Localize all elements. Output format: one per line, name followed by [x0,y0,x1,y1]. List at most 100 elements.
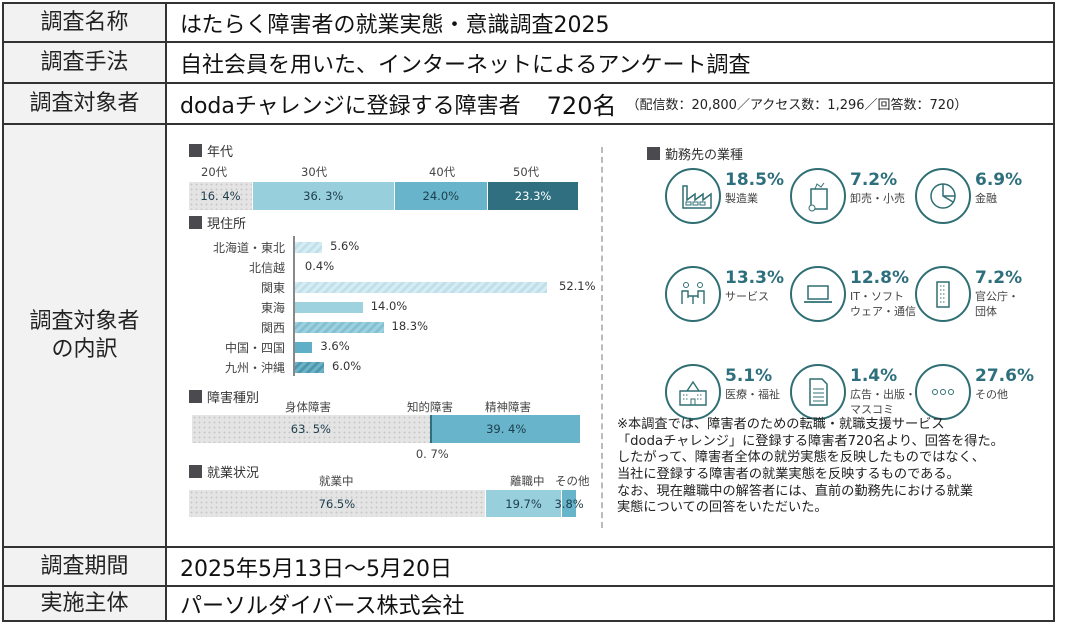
shopping-bag-icon [790,168,846,224]
residence-title: 現住所 [207,217,247,232]
label-breakdown-line2: の内訳 [51,336,118,362]
industry-name-line1: 官公庁・ [975,290,1019,303]
disability-category-label: 精神障害 [485,400,531,414]
industry-name-line2: ウェア・通信 [850,304,916,318]
disability-bar-segment: 63. 5% [192,415,430,443]
survey-overview-table: 調査名称 はたらく障害者の就業実態・意識調査2025 調査手法 自社会員を用いた… [2,2,1055,622]
employment-category-label: 離職中 [510,474,545,488]
note-line: 実態についての回答をいただいた。 [617,500,828,516]
section-marker-icon [189,465,202,478]
industry-name: 製造業 [725,192,758,207]
age-title: 年代 [207,145,234,160]
hospital-icon [665,364,721,420]
note-line: ※本調査では、障害者のための転職・就職支援サービス [617,417,945,432]
row-survey-method: 調査手法 自社会員を用いた、インターネットによるアンケート調査 [4,43,1053,84]
value-survey-method: 自社会員を用いた、インターネットによるアンケート調査 [180,52,751,78]
industry-name-line1: 金融 [975,192,997,205]
residence-category-label: 中国・四国 [224,341,285,355]
employment-value-label: 76.5% [318,496,356,511]
industry-percent: 12.8% [850,268,909,288]
age-value-label: 16. 4% [200,189,241,203]
disability-value-label: 39. 4% [486,422,527,436]
industry-section-title: 勤務先の業種 [647,144,743,163]
row-survey-target: 調査対象者 dodaチャレンジに登録する障害者 720名 （配信数：20,800… [4,84,1053,125]
industry-name-line1: 卸売・小売 [850,192,905,205]
industry-name: IT・ソフト ウェア・通信 [850,290,916,320]
label-breakdown-line1: 調査対象者 [29,309,140,334]
label-survey-name: 調査名称 [4,4,167,41]
residence-category-label: 関東 [260,281,285,295]
label-organizer: 実施主体 [4,587,167,620]
target-count: 720名 [546,92,617,120]
age-category-label: 50代 [513,165,540,179]
industry-percent: 6.9% [975,170,1023,190]
industry-item: 6.9% 金融 [915,168,1075,232]
section-marker-icon [647,147,660,160]
value-survey-period: 2025年5月13日～5月20日 [180,556,452,582]
industry-item: 12.8% IT・ソフト ウェア・通信 [790,266,950,330]
label-survey-target: 調査対象者 [4,84,167,123]
industry-percent: 1.4% [850,366,898,386]
industry-name-line2: 団体 [975,304,997,318]
industry-percent: 7.2% [850,170,898,190]
industry-percent: 13.3% [725,268,784,288]
row-organizer: 実施主体 パーソルダイバース株式会社 [4,587,1053,620]
disability-category-label: 身体障害 [285,400,331,414]
industry-name: 官公庁・ 団体 [975,290,1019,320]
industry-percent: 7.2% [975,268,1023,288]
section-divider [601,147,603,528]
industry-name: 医療・福祉 [725,388,780,403]
breakdown-content: 年代 20代 30代 40代 50代 16. 4% 36. 3% 24.0% 23.3% 現… [167,125,1053,546]
building-icon [915,266,971,322]
residence-bar [295,282,547,293]
age-category-label: 20代 [201,165,228,179]
employment-title: 就業状況 [207,466,260,481]
industry-name: 卸売・小売 [850,192,905,207]
residence-category-label: 東海 [260,301,285,315]
residence-value-label: 0.4% [304,259,335,273]
industry-item: 7.2% 官公庁・ 団体 [915,266,1075,330]
disability-section-title: 障害種別 [189,387,259,406]
residence-category-label: 九州・沖縄 [224,361,285,375]
disability-title: 障害種別 [207,391,260,406]
industry-percent: 27.6% [975,366,1034,386]
residence-category-label: 関西 [260,321,285,335]
residence-value-label: 5.6% [330,239,360,253]
target-description: dodaチャレンジに登録する障害者 [180,93,521,119]
residence-bar [295,242,323,253]
note-line: 当社に登録する障害者の就業実態を反映するものである。 [617,466,960,482]
note-line: したがって、障害者全体の就労実態を反映したものではなく、 [617,450,985,466]
industry-name-line1: 製造業 [725,192,758,205]
employment-value-label: 19.7% [505,496,542,511]
residence-value-label: 6.0% [332,359,362,373]
industry-name-line1: サービス [725,290,769,303]
industry-name-line1: 広告・出版・ [850,388,916,401]
document-icon [790,364,846,420]
age-category-label: 30代 [301,165,328,179]
row-breakdown: 調査対象者 の内訳 年代 20代 30代 40代 50代 16. 4% 36. 3% 24.… [4,125,1053,548]
employment-value-label: 3.8% [554,496,584,511]
industry-item: 18.5% 製造業 [665,168,825,232]
age-bar-segment: 23.3% [488,182,578,210]
residence-value-label: 3.6% [320,339,350,353]
note-line: なお、現在離職中の解答者には、直前の勤務先における就業 [617,483,974,499]
industry-name: サービス [725,290,769,305]
age-value-label: 24.0% [422,189,460,203]
industry-name: 広告・出版・ マスコミ [850,388,916,418]
residence-category-label: 北海道・東北 [212,241,285,255]
age-bar-segment: 16. 4% [189,182,252,210]
age-value-label: 23.3% [514,189,552,203]
industry-percent: 18.5% [725,170,784,190]
residence-bar [295,362,325,373]
industry-item: 1.4% 広告・出版・ マスコミ [790,364,950,428]
residence-bar [295,342,313,353]
employment-bar-segment: 19.7% [485,490,562,517]
value-survey-target: dodaチャレンジに登録する障害者 720名 （配信数：20,800／アクセス数… [180,84,1053,123]
age-section-title: 年代 [189,141,233,160]
employment-section-title: 就業状況 [189,462,259,481]
residence-section-title: 現住所 [189,213,246,232]
disability-value-label: 0. 7% [415,447,449,461]
label-breakdown-text: 調査対象者 の内訳 [29,308,139,363]
disability-value-label: 63. 5% [290,422,331,436]
residence-value-label: 52.1% [559,279,596,293]
